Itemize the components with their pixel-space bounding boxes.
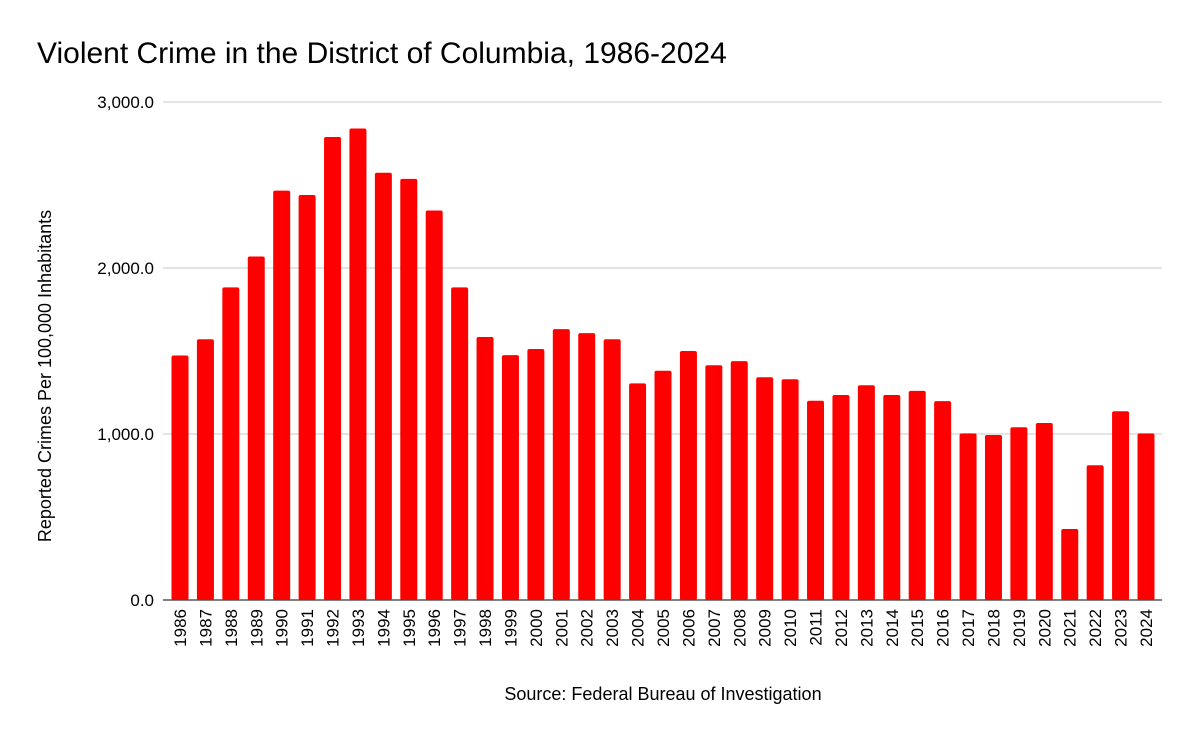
x-tick-label: 2023	[1112, 609, 1131, 647]
x-tick-label: 1986	[171, 609, 190, 647]
bar	[425, 210, 443, 600]
bar	[908, 390, 926, 600]
bar	[374, 172, 392, 600]
bar	[832, 394, 850, 600]
x-tick-label: 2011	[807, 609, 826, 646]
x-axis-ticks: 1986 1987 1988 1989 1990 1991 1992 1993 1994 1995…	[171, 609, 1156, 647]
bar	[629, 383, 647, 600]
x-tick-label: 2002	[578, 609, 597, 647]
x-tick-label: 2012	[832, 609, 851, 647]
x-tick-label: 2000	[527, 609, 546, 647]
bar	[222, 287, 240, 600]
bar	[552, 329, 570, 600]
bar	[171, 355, 189, 600]
bar	[705, 365, 723, 600]
x-tick-label: 2014	[883, 609, 902, 647]
x-tick-label: 2018	[984, 609, 1003, 647]
x-tick-label: 2021	[1061, 609, 1080, 647]
x-tick-label: 2019	[1010, 609, 1029, 647]
x-tick-label: 2008	[730, 609, 749, 647]
bar	[451, 287, 469, 600]
x-tick-label: 2003	[603, 609, 622, 647]
bar	[196, 339, 214, 600]
x-tick-label: 1988	[222, 609, 241, 647]
y-tick-label: 0.0	[130, 591, 154, 610]
bar	[603, 339, 621, 600]
x-tick-label: 1987	[196, 609, 215, 647]
bar	[349, 128, 367, 600]
y-tick-label: 3,000.0	[97, 93, 154, 112]
x-tick-label: 1989	[247, 609, 266, 647]
x-tick-label: 1996	[425, 609, 444, 647]
x-tick-label: 2004	[629, 609, 648, 647]
bar	[1061, 528, 1079, 600]
x-tick-label: 2006	[679, 609, 698, 647]
bar	[654, 370, 672, 600]
bar	[730, 361, 748, 600]
bar	[247, 256, 265, 600]
x-tick-label: 2010	[781, 609, 800, 647]
bar	[476, 337, 494, 600]
bar	[679, 351, 697, 600]
chart-title: Violent Crime in the District of Columbi…	[37, 37, 727, 70]
x-tick-label: 1995	[400, 609, 419, 647]
bar	[298, 194, 316, 600]
bar	[1112, 411, 1130, 600]
y-tick-label: 2,000.0	[97, 259, 154, 278]
x-tick-label: 2009	[756, 609, 775, 647]
x-tick-label: 2020	[1035, 609, 1054, 647]
y-tick-label: 1,000.0	[97, 425, 154, 444]
x-tick-label: 2022	[1086, 609, 1105, 647]
x-tick-label: 1991	[298, 609, 317, 647]
x-tick-label: 1998	[476, 609, 495, 647]
y-axis-ticks: 0.0 1,000.0 2,000.0 3,000.0	[97, 93, 154, 610]
x-tick-label: 2015	[908, 609, 927, 647]
x-tick-label: 1997	[451, 609, 470, 647]
x-tick-label: 1999	[501, 609, 520, 647]
bar	[1137, 433, 1155, 600]
bar	[959, 433, 977, 600]
x-tick-label: 1992	[324, 609, 343, 647]
bar	[857, 385, 875, 600]
y-axis-label: Reported Crimes Per 100,000 Inhabitants	[35, 210, 55, 542]
bars	[171, 128, 1155, 601]
x-tick-label: 2005	[654, 609, 673, 647]
bar	[273, 190, 291, 600]
bar	[807, 400, 825, 600]
bar	[1035, 423, 1053, 600]
bar	[578, 333, 596, 600]
x-tick-label: 1994	[374, 609, 393, 647]
x-tick-label: 2013	[857, 609, 876, 647]
bar	[781, 379, 799, 600]
bar	[984, 435, 1002, 600]
bar	[756, 377, 774, 600]
bar	[1010, 427, 1028, 600]
x-tick-label: 1990	[273, 609, 292, 647]
x-tick-label: 2007	[705, 609, 724, 647]
x-tick-label: 2016	[934, 609, 953, 647]
x-axis-label: Source: Federal Bureau of Investigation	[504, 684, 821, 704]
bar	[324, 137, 342, 600]
bar	[527, 349, 545, 600]
bar	[934, 401, 952, 600]
bar	[1086, 465, 1104, 600]
bar	[400, 178, 418, 601]
bar	[883, 394, 901, 600]
x-tick-label: 1993	[349, 609, 368, 647]
x-tick-label: 2001	[552, 609, 571, 647]
x-tick-label: 2017	[959, 609, 978, 647]
bar	[501, 355, 519, 600]
x-tick-label: 2024	[1137, 609, 1156, 647]
